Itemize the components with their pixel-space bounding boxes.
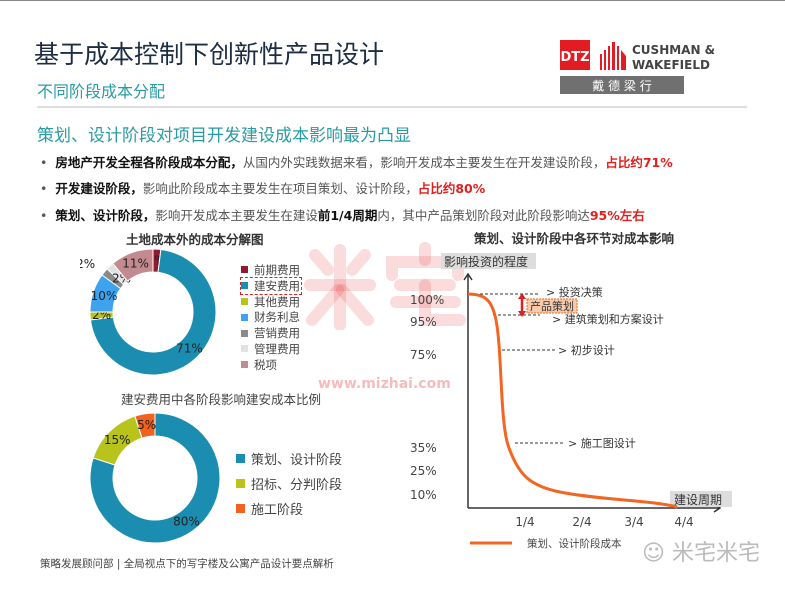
footer: 策略发展顾问部 | 全局视点下的写字楼及公寓产品设计要点解析 — [40, 558, 334, 570]
donut-label-2: 5% — [137, 418, 156, 432]
donut1-title: 土地成本外的成本分解图 — [126, 232, 264, 247]
annotation: > 初步设计 — [558, 343, 615, 357]
annotation: > 建筑策划和方案设计 — [552, 312, 664, 326]
legend-swatch — [236, 454, 245, 463]
legend-swatch — [241, 361, 248, 369]
legend-item: 管理费用 — [241, 341, 301, 357]
x-tick: 3/4 — [624, 515, 643, 529]
section-heading: 策划、设计阶段对项目开发建设成本影响最为凸显 — [37, 126, 411, 146]
company-logo: DTZ CUSHMAN & WAKEFIELD 戴 德 梁 行 — [560, 40, 750, 100]
legend-item: 营销费用 — [241, 325, 301, 341]
legend-swatch — [241, 313, 248, 321]
y-tick: 100% — [410, 293, 444, 307]
wechat-watermark: ☺ 米宅米宅 — [642, 541, 760, 566]
bullet-1: • 房地产开发全程各阶段成本分配，从国内外实践数据来看，影响开发成本主要发生在开… — [40, 155, 673, 170]
y-tick: 95% — [410, 315, 437, 329]
annotation: 产品策划 — [530, 299, 574, 313]
legend-item: 策划、设计阶段 — [236, 446, 342, 471]
page-subtitle: 不同阶段成本分配 — [37, 82, 166, 101]
line-chart-title: 策划、设计阶段中各环节对成本影响 — [474, 231, 675, 246]
annotation: > 施工图设计 — [568, 437, 636, 450]
donut-slice-1 — [89, 248, 217, 376]
donut-label-3: 10% — [91, 289, 118, 303]
bullet-2: • 开发建设阶段，影响此阶段成本主要发生在项目策划、设计阶段，占比约80% — [40, 181, 486, 196]
legend-swatch — [241, 282, 248, 290]
y-tick: 35% — [410, 441, 437, 455]
y-tick: 10% — [410, 488, 437, 502]
annotation: > 投资决策 — [546, 285, 603, 299]
legend-item: 其他费用 — [241, 294, 301, 310]
x-tick: 4/4 — [674, 515, 693, 529]
donut-slice-6 — [112, 248, 154, 282]
legend-swatch — [241, 345, 248, 353]
legend-item: 施工阶段 — [236, 496, 342, 521]
donut1-chart: 2%71%2%10%2%2%11% — [80, 248, 217, 376]
legend-item: 建安费用 — [240, 276, 302, 295]
line-chart: 影响投资的程度 建设周期 100% 95% 75% 35% 25% 10% 1/4 2/4 3… — [410, 253, 732, 550]
legend-swatch — [241, 297, 248, 305]
donut-label-0: 80% — [173, 514, 200, 528]
donut2-title: 建安费用中各阶段影响建安成本比例 — [121, 392, 322, 407]
y-tick: 75% — [410, 348, 437, 362]
bullet-3: • 策划、设计阶段，影响开发成本主要发生在建设前1/4周期内，其中产品策划阶段对… — [40, 208, 645, 223]
svg-text:DTZ: DTZ — [560, 50, 589, 65]
legend-item: 招标、分判阶段 — [236, 471, 342, 496]
svg-text:WAKEFIELD: WAKEFIELD — [632, 58, 710, 72]
x-tick: 1/4 — [515, 515, 534, 529]
legend-item: 财务利息 — [241, 309, 301, 325]
legend-swatch — [236, 479, 245, 488]
legend-swatch — [241, 266, 248, 274]
legend-item: 前期费用 — [241, 262, 301, 278]
watermark-url: www.mizhai.com — [318, 376, 451, 392]
donut-slice-0 — [89, 412, 221, 544]
donut-label-1: 15% — [104, 433, 131, 447]
cost-curve-line — [467, 292, 678, 509]
donut2-chart: 80% 15% 5% — [89, 412, 221, 544]
legend-swatch — [236, 504, 245, 513]
svg-text:CUSHMAN &: CUSHMAN & — [632, 43, 715, 57]
legend-swatch — [241, 329, 248, 337]
logo-cn: 戴 德 梁 行 — [592, 78, 651, 93]
page-title: 基于成本控制下创新性产品设计 — [34, 40, 385, 69]
donut-label-1: 71% — [176, 341, 203, 355]
x-tick: 2/4 — [572, 515, 591, 529]
divider — [37, 106, 747, 108]
legend-label: 策划、设计阶段成本 — [527, 537, 622, 550]
donut-label-4: 2% — [80, 257, 95, 271]
top-border — [0, 0, 785, 1]
donut-label-6: 11% — [122, 257, 149, 271]
legend-item: 税项 — [241, 357, 301, 373]
y-tick: 25% — [410, 464, 437, 478]
y-axis-label: 影响投资的程度 — [444, 254, 528, 269]
donut-slice-2 — [134, 412, 156, 439]
x-axis-label: 建设周期 — [674, 493, 722, 507]
